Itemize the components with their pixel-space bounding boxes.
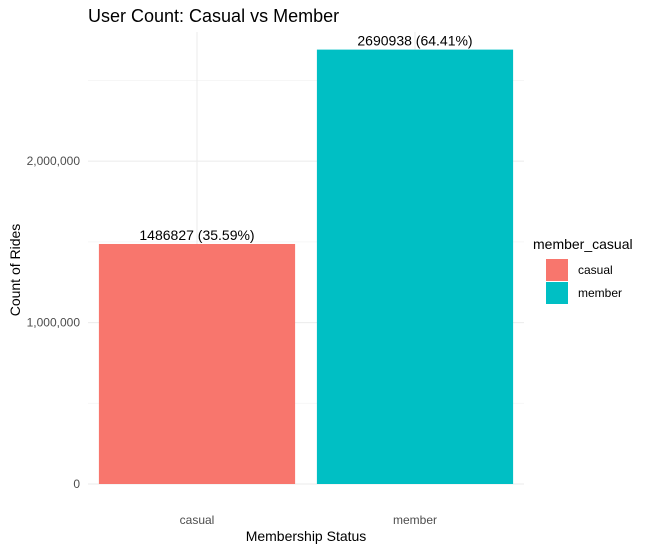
- legend-swatch-member: [546, 282, 568, 304]
- bar-member: [316, 49, 514, 485]
- legend-title: member_casual: [533, 236, 633, 252]
- x-axis-ticks: casual member: [180, 513, 437, 527]
- x-axis-title: Membership Status: [246, 528, 367, 544]
- legend-label-casual: casual: [578, 263, 613, 277]
- y-axis-ticks: 0 1,000,000 2,000,000: [27, 154, 81, 491]
- legend-swatch-casual: [546, 259, 568, 281]
- data-labels: 1486827 (35.59%) 2690938 (64.41%): [139, 33, 472, 243]
- legend-label-member: member: [578, 286, 622, 300]
- data-label-casual: 1486827 (35.59%): [139, 227, 254, 243]
- y-axis-title: Count of Rides: [7, 224, 23, 317]
- y-tick-label: 2,000,000: [27, 154, 81, 168]
- data-label-member: 2690938 (64.41%): [357, 33, 472, 49]
- legend-items: casual member: [546, 259, 622, 304]
- chart-title: User Count: Casual vs Member: [88, 6, 339, 26]
- legend: member_casual casual member: [533, 236, 633, 304]
- bar-casual: [98, 243, 296, 484]
- x-tick-label: member: [393, 513, 437, 527]
- x-tick-label: casual: [180, 513, 215, 527]
- bars: [98, 49, 514, 485]
- y-tick-label: 0: [73, 477, 80, 491]
- y-tick-label: 1,000,000: [27, 316, 81, 330]
